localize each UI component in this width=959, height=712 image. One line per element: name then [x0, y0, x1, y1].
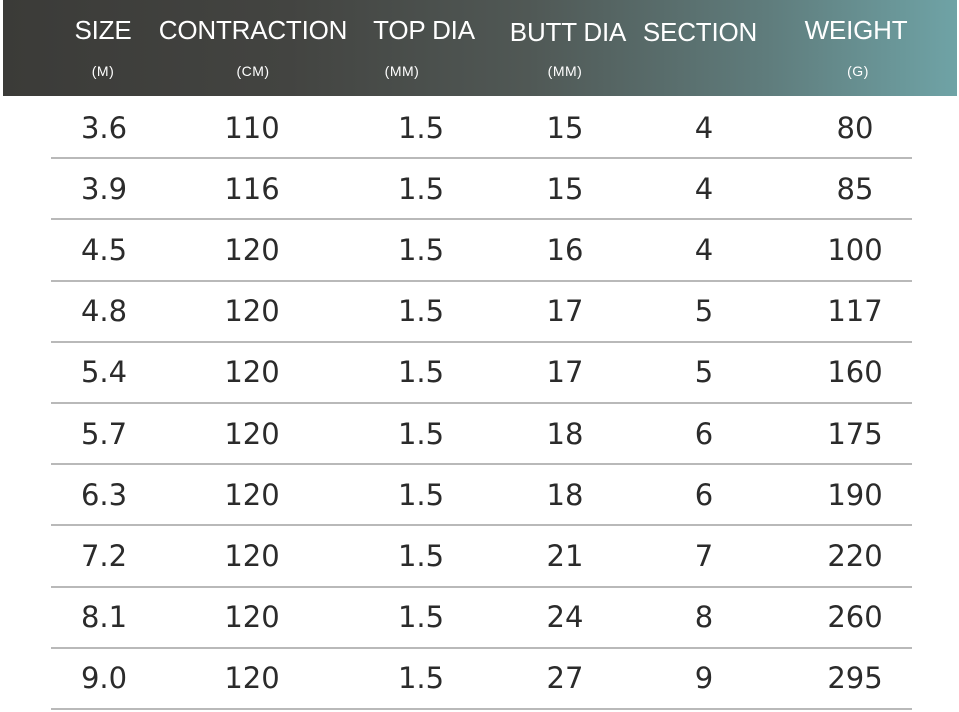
- table-row: 3.6 110 1.5 15 4 80: [51, 98, 912, 160]
- cell-top-dia: 1.5: [397, 294, 445, 329]
- cell-size: 6.3: [80, 477, 128, 512]
- cell-butt-dia: 15: [546, 171, 584, 206]
- table-body: 3.6 110 1.5 15 4 80 3.9 116 1.5 15 4 85 4.5 120 1.5 16 4…: [0, 98, 959, 710]
- cell-weight: 295: [827, 661, 883, 696]
- cell-contraction: 120: [224, 600, 280, 635]
- cell-section: 5: [694, 355, 714, 390]
- cell-section: 8: [694, 600, 714, 635]
- cell-top-dia: 1.5: [397, 477, 445, 512]
- table-header: SIZE (M) CONTRACTION (CM) TOP DIA (MM) B…: [3, 0, 957, 96]
- table-row: 4.8 120 1.5 17 5 117: [51, 282, 912, 343]
- cell-size: 5.4: [80, 355, 128, 390]
- table-row: 5.7 120 1.5 18 6 175: [51, 404, 912, 466]
- cell-contraction: 120: [224, 232, 280, 267]
- cell-contraction: 120: [224, 355, 280, 390]
- header-butt-dia-label: BUTT DIA: [509, 17, 627, 47]
- cell-butt-dia: 24: [546, 600, 584, 635]
- cell-butt-dia: 16: [546, 232, 584, 267]
- cell-section: 5: [694, 294, 714, 329]
- cell-size: 8.1: [80, 600, 128, 635]
- cell-section: 4: [694, 171, 714, 206]
- header-contraction-unit: (CM): [236, 63, 270, 79]
- cell-weight: 190: [827, 477, 883, 512]
- cell-section: 6: [694, 416, 714, 451]
- cell-butt-dia: 21: [546, 538, 584, 573]
- cell-contraction: 116: [224, 171, 280, 206]
- header-size-label: SIZE: [74, 15, 132, 45]
- cell-size: 3.9: [80, 171, 128, 206]
- cell-top-dia: 1.5: [397, 232, 445, 267]
- cell-butt-dia: 27: [546, 661, 584, 696]
- cell-top-dia: 1.5: [397, 110, 445, 145]
- cell-section: 4: [694, 232, 714, 267]
- table-row: 3.9 116 1.5 15 4 85: [51, 159, 912, 221]
- cell-top-dia: 1.5: [397, 600, 445, 635]
- cell-section: 7: [694, 538, 714, 573]
- cell-section: 6: [694, 477, 714, 512]
- cell-butt-dia: 18: [546, 416, 584, 451]
- header-top-dia: TOP DIA (MM): [359, 0, 489, 96]
- cell-contraction: 120: [224, 294, 280, 329]
- header-section: SECTION: [635, 0, 765, 96]
- cell-butt-dia: 18: [546, 477, 584, 512]
- cell-top-dia: 1.5: [397, 355, 445, 390]
- cell-weight: 220: [827, 538, 883, 573]
- cell-contraction: 120: [224, 416, 280, 451]
- cell-weight: 260: [827, 600, 883, 635]
- header-weight: WEIGHT (G): [791, 0, 921, 96]
- cell-butt-dia: 17: [546, 294, 584, 329]
- header-weight-label: WEIGHT: [804, 15, 908, 45]
- cell-size: 3.6: [80, 110, 128, 145]
- cell-section: 4: [694, 110, 714, 145]
- cell-weight: 175: [827, 416, 883, 451]
- cell-size: 5.7: [80, 416, 128, 451]
- header-contraction-label: CONTRACTION: [158, 15, 348, 45]
- header-top-dia-unit: (MM): [384, 63, 420, 79]
- cell-top-dia: 1.5: [397, 171, 445, 206]
- table-row: 6.3 120 1.5 18 6 190: [51, 465, 912, 527]
- cell-weight: 117: [827, 294, 883, 329]
- cell-weight: 85: [836, 171, 874, 206]
- table-row: 8.1 120 1.5 24 8 260: [51, 588, 912, 649]
- table-row: 5.4 120 1.5 17 5 160: [51, 343, 912, 404]
- header-butt-dia: BUTT DIA (MM): [503, 0, 633, 96]
- cell-contraction: 110: [224, 110, 280, 145]
- cell-top-dia: 1.5: [397, 416, 445, 451]
- cell-section: 9: [694, 661, 714, 696]
- header-weight-unit: (G): [847, 63, 869, 79]
- cell-weight: 100: [827, 232, 883, 267]
- cell-top-dia: 1.5: [397, 661, 445, 696]
- cell-weight: 80: [836, 110, 874, 145]
- cell-size: 4.8: [80, 294, 128, 329]
- cell-size: 7.2: [80, 538, 128, 573]
- cell-size: 9.0: [80, 661, 128, 696]
- header-butt-dia-unit: (MM): [547, 63, 583, 79]
- cell-contraction: 120: [224, 477, 280, 512]
- cell-contraction: 120: [224, 538, 280, 573]
- table-row: 7.2 120 1.5 21 7 220: [51, 526, 912, 588]
- cell-size: 4.5: [80, 232, 128, 267]
- table-row: 4.5 120 1.5 16 4 100: [51, 220, 912, 282]
- cell-contraction: 120: [224, 661, 280, 696]
- header-size-unit: (M): [91, 63, 115, 79]
- header-contraction: CONTRACTION (CM): [153, 0, 353, 96]
- header-size: SIZE (M): [53, 0, 153, 96]
- cell-weight: 160: [827, 355, 883, 390]
- header-section-label: SECTION: [642, 17, 758, 47]
- cell-butt-dia: 17: [546, 355, 584, 390]
- cell-top-dia: 1.5: [397, 538, 445, 573]
- header-top-dia-label: TOP DIA: [373, 15, 475, 45]
- cell-butt-dia: 15: [546, 110, 584, 145]
- table-row: 9.0 120 1.5 27 9 295: [51, 649, 912, 710]
